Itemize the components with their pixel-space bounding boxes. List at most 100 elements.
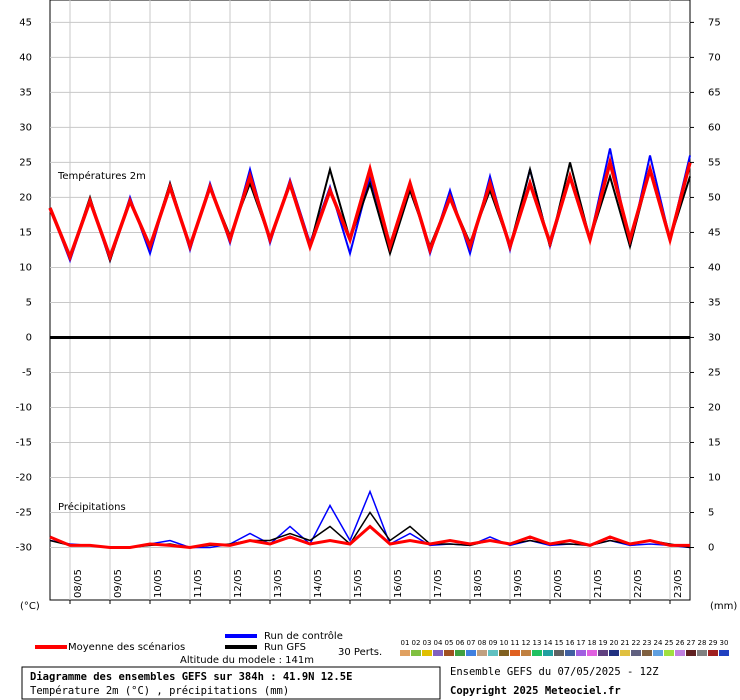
perturbation-swatch xyxy=(576,650,586,656)
y2-tick-label: 15 xyxy=(708,437,721,448)
perturbation-swatch xyxy=(609,650,619,656)
perturbation-swatch xyxy=(411,650,421,656)
perturbation-number: 29 xyxy=(709,639,718,647)
y2-tick-label: 75 xyxy=(708,17,721,28)
perturbation-number: 05 xyxy=(445,639,454,647)
perturbation-number: 08 xyxy=(478,639,487,647)
x-tick-label: 14/05 xyxy=(313,569,324,598)
x-tick-label: 09/05 xyxy=(113,569,124,598)
footer-title: Diagramme des ensembles GEFS sur 384h : … xyxy=(30,671,352,683)
perturbation-number: 22 xyxy=(632,639,641,647)
series-line xyxy=(49,524,690,550)
x-tick-label: 21/05 xyxy=(593,569,604,598)
perturbation-number: 14 xyxy=(544,639,553,647)
perturbation-swatch xyxy=(510,650,520,656)
y-tick-label: -15 xyxy=(16,437,32,448)
perturbation-swatch xyxy=(422,650,432,656)
perturbation-swatch xyxy=(532,650,542,656)
y2-tick-label: 5 xyxy=(708,507,714,518)
series-line xyxy=(48,155,692,263)
footer-copyright: Copyright 2025 Meteociel.fr xyxy=(450,685,621,697)
y2-tick-label: 70 xyxy=(708,52,721,63)
perturbation-number: 04 xyxy=(434,639,443,647)
y2-tick-label: 40 xyxy=(708,262,721,273)
panel-label: Précipitations xyxy=(58,501,126,513)
x-tick-label: 10/05 xyxy=(153,569,164,598)
perturbation-swatch xyxy=(675,650,685,656)
perturbation-swatch xyxy=(433,650,443,656)
legend-label: Moyenne des scénarios xyxy=(68,641,185,653)
perturbation-swatch xyxy=(554,650,564,656)
marks xyxy=(48,148,692,550)
perturbation-swatch xyxy=(477,650,487,656)
perturbation-swatch xyxy=(620,650,630,656)
perturbation-number: 18 xyxy=(588,639,597,647)
perturbation-swatch xyxy=(565,650,575,656)
perturbation-number: 20 xyxy=(610,639,619,647)
altitude: Altitude du modele : 141m xyxy=(180,655,314,666)
y2-tick-label: 0 xyxy=(708,542,714,553)
perturbation-number: 02 xyxy=(412,639,421,647)
perturbation-number: 21 xyxy=(621,639,630,647)
perturbation-swatch xyxy=(587,650,597,656)
perturbation-swatch xyxy=(631,650,641,656)
y-tick-label: 10 xyxy=(19,262,32,273)
perturbation-swatch xyxy=(521,650,531,656)
perturbation-swatch xyxy=(664,650,674,656)
perturbation-swatch xyxy=(697,650,707,656)
y2-tick-label: 30 xyxy=(708,332,721,343)
x-tick-label: 18/05 xyxy=(473,569,484,598)
perturbation-number: 01 xyxy=(401,639,410,647)
legend-label: Run GFS xyxy=(264,642,306,653)
perturbation-number: 09 xyxy=(489,639,498,647)
y2-tick-label: 35 xyxy=(708,297,721,308)
perturbation-number: 06 xyxy=(456,639,465,647)
panel-label: Températures 2m xyxy=(57,170,146,182)
perturbations-label: 30 Perts. xyxy=(338,647,382,658)
y-tick-label: 30 xyxy=(19,122,32,133)
plot-frame xyxy=(49,0,691,601)
perturbation-swatch xyxy=(653,650,663,656)
footer-run: Ensemble GEFS du 07/05/2025 - 12Z xyxy=(450,666,659,678)
y2-tick-label: 60 xyxy=(708,122,721,133)
x-tick-label: 13/05 xyxy=(273,569,284,598)
perturbation-number: 23 xyxy=(643,639,652,647)
footer-box xyxy=(21,666,441,700)
x-tick-label: 15/05 xyxy=(353,569,364,598)
perturbation-number: 12 xyxy=(522,639,531,647)
y-tick-label: 45 xyxy=(19,17,32,28)
x-tick-label: 23/05 xyxy=(673,569,684,598)
perturbation-swatch xyxy=(598,650,608,656)
perturbation-number: 07 xyxy=(467,639,476,647)
x-tick-label: 16/05 xyxy=(393,569,404,598)
perturbation-number: 17 xyxy=(577,639,586,647)
y-tick-label: 0 xyxy=(26,332,32,343)
y2-tick-label: 50 xyxy=(708,192,721,203)
perturbation-number: 28 xyxy=(698,639,707,647)
perturbation-swatch xyxy=(499,650,509,656)
perturbation-number: 15 xyxy=(555,639,564,647)
x-tick-label: 11/05 xyxy=(193,569,204,598)
perturbation-number: 25 xyxy=(665,639,674,647)
y-unit: (°C) xyxy=(20,601,40,612)
y2-tick-label: 20 xyxy=(708,402,721,413)
y2-tick-label: 25 xyxy=(708,367,721,378)
x-tick-label: 12/05 xyxy=(233,569,244,598)
perturbation-swatch xyxy=(466,650,476,656)
x-tick-label: 08/05 xyxy=(73,569,84,598)
perturbation-number: 19 xyxy=(599,639,608,647)
perturbation-swatch xyxy=(444,650,454,656)
y-tick-label: 40 xyxy=(19,52,32,63)
footer-subtitle: Température 2m (°C) , précipitations (mm… xyxy=(30,685,289,697)
y-tick-label: -30 xyxy=(16,542,32,553)
y-tick-label: -25 xyxy=(16,507,32,518)
perturbation-number: 27 xyxy=(687,639,696,647)
y-tick-label: 25 xyxy=(19,157,32,168)
perturbation-number: 11 xyxy=(511,639,520,647)
perturbation-swatch xyxy=(488,650,498,656)
perturbation-number: 24 xyxy=(654,639,663,647)
perturbation-swatch xyxy=(455,650,465,656)
x-tick-label: 19/05 xyxy=(513,569,524,598)
y-tick-label: -20 xyxy=(16,472,32,483)
perturbation-number: 03 xyxy=(423,639,432,647)
